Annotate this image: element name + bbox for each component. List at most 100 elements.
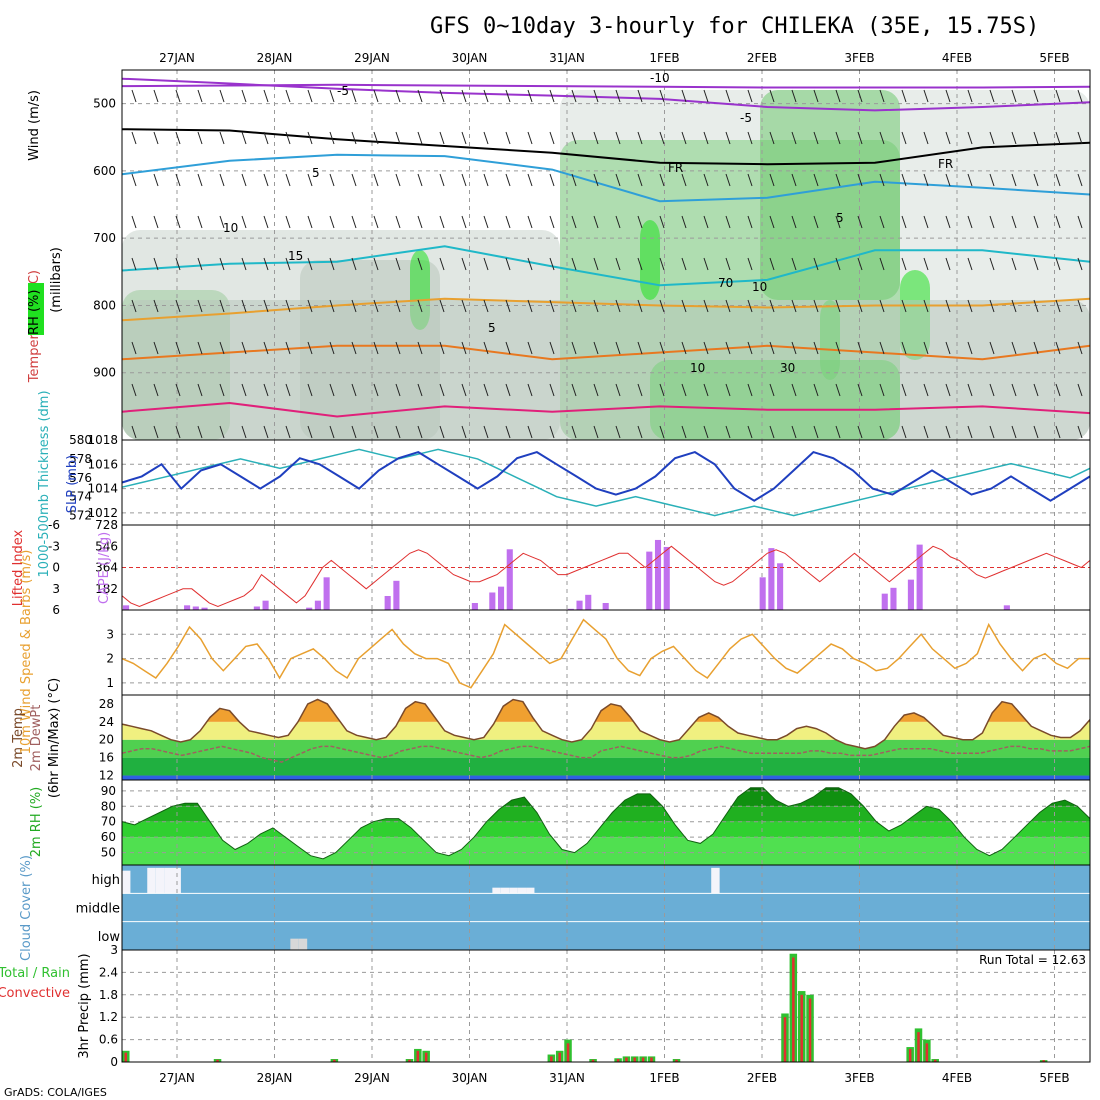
wind-barb: [263, 341, 269, 355]
wind-barb: [879, 173, 885, 187]
high-cloud-bar: [122, 870, 131, 894]
wind-barb: [1055, 299, 1061, 313]
wind-barb: [989, 425, 995, 439]
thickness-tick-label: 574: [69, 490, 92, 504]
convective-precip-bar: [650, 1057, 653, 1062]
wind-barb: [219, 257, 225, 271]
wind-barb: [857, 383, 863, 397]
wind-barb: [923, 215, 929, 229]
wind-barb: [615, 173, 621, 187]
high-cloud-bar: [164, 867, 173, 894]
wind-barb: [681, 89, 687, 103]
convective-precip-bar: [625, 1057, 628, 1062]
wind-barb: [593, 383, 599, 397]
cape-bar: [1003, 605, 1010, 610]
wind-barb: [681, 173, 687, 187]
wind-barb: [725, 299, 731, 313]
convective-precip-bar: [925, 1043, 929, 1062]
contour-label: 10: [690, 361, 705, 375]
wind-barb: [901, 425, 907, 439]
cape-bar: [384, 595, 391, 610]
wind-barb: [153, 131, 159, 145]
wind-barb: [373, 341, 379, 355]
top-date-label: 4FEB: [942, 51, 972, 65]
wind-barb: [571, 131, 577, 145]
wind-barb: [835, 299, 841, 313]
wind-barb: [945, 341, 951, 355]
wind-barb: [681, 341, 687, 355]
wind-barb: [1077, 89, 1083, 103]
wind-barb: [681, 425, 687, 439]
contour-label: -5: [337, 84, 349, 98]
wind-barb: [329, 131, 335, 145]
wind-barb: [461, 257, 467, 271]
cape-bar: [314, 600, 321, 610]
contour-label: 5: [312, 166, 320, 180]
wind-barb: [439, 257, 445, 271]
wind-barb: [351, 173, 357, 187]
wind-barb: [549, 173, 555, 187]
wind-barb: [219, 341, 225, 355]
wind-barb: [351, 299, 357, 313]
wind-barb: [923, 299, 929, 313]
wind-barb: [351, 341, 357, 355]
pressure-tick-label: 800: [93, 298, 116, 312]
high-cloud-bar: [500, 887, 510, 894]
wind-barb: [483, 299, 489, 313]
wind-barb: [197, 383, 203, 397]
wind-barb: [505, 131, 511, 145]
cape-bar: [567, 608, 574, 610]
cape-bar: [654, 539, 662, 610]
wind-barb: [329, 215, 335, 229]
bottom-date-label: 28JAN: [257, 1071, 293, 1085]
thickness-tick-label: 580: [69, 433, 92, 447]
wind-barb: [483, 383, 489, 397]
wind-barb: [241, 383, 247, 397]
wind-barb: [571, 341, 577, 355]
wind-barb: [131, 89, 137, 103]
wind-barb: [1033, 215, 1039, 229]
wind-barb: [417, 341, 423, 355]
wind-barb: [989, 257, 995, 271]
slp-line: [121, 450, 1091, 502]
wind-barb: [153, 299, 159, 313]
wind-barb: [153, 89, 159, 103]
wind-barb: [307, 299, 313, 313]
bottom-date-label: 31JAN: [549, 1071, 585, 1085]
wind-barb: [483, 173, 489, 187]
wind-barb: [285, 215, 291, 229]
chart-title: GFS 0~10day 3-hourly for CHILEKA (35E, 1…: [430, 14, 1039, 39]
wind-barb: [219, 299, 225, 313]
wind-barb: [417, 425, 423, 439]
wind-barb: [703, 89, 709, 103]
wind-barb: [879, 215, 885, 229]
wind-barb: [175, 89, 181, 103]
wind-tick-label: 3: [106, 627, 114, 641]
wind-barb: [263, 299, 269, 313]
wind-barb: [219, 89, 225, 103]
wind-barb: [681, 383, 687, 397]
wind-barb: [659, 131, 665, 145]
wind-barb: [879, 89, 885, 103]
wind-barb: [131, 131, 137, 145]
wind-barb: [395, 257, 401, 271]
slp-tick-label: 1016: [87, 457, 118, 471]
wind-barb: [197, 425, 203, 439]
wind-barb: [945, 89, 951, 103]
wind-barb: [615, 215, 621, 229]
wind-barb: [329, 383, 335, 397]
wind-barb: [593, 215, 599, 229]
wind-barb: [681, 257, 687, 271]
wind-speed-line: [121, 618, 1090, 689]
wind-barb: [395, 383, 401, 397]
wind-barb: [549, 299, 555, 313]
li-tick-label: 0: [52, 561, 60, 575]
wind-barb: [197, 173, 203, 187]
wind-barb: [263, 257, 269, 271]
wind-barb: [769, 299, 775, 313]
cape-bar: [663, 546, 670, 610]
wind-barb: [131, 257, 137, 271]
wind-barb: [769, 215, 775, 229]
wind-barb: [373, 383, 379, 397]
wind-barb: [219, 383, 225, 397]
